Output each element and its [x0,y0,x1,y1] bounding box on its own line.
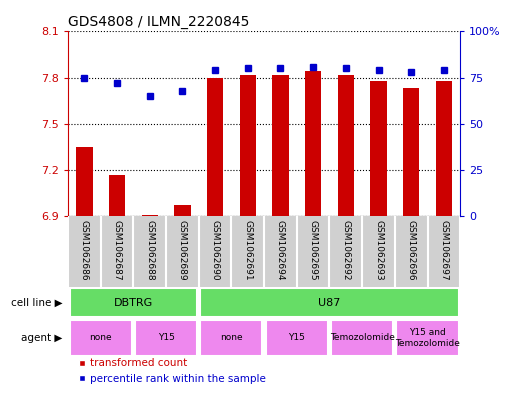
Text: GSM1062690: GSM1062690 [211,220,220,280]
Text: cell line ▶: cell line ▶ [11,298,63,308]
Bar [370,81,386,216]
Legend: transformed count, percentile rank within the sample: transformed count, percentile rank withi… [73,354,270,388]
Bar [109,174,125,216]
Text: GSM1062687: GSM1062687 [112,220,121,280]
Text: none: none [220,334,243,342]
Bar [272,75,289,216]
Bar [174,206,190,216]
Text: none: none [89,334,112,342]
Text: Temozolomide: Temozolomide [329,334,395,342]
Bar [207,77,223,216]
Text: Y15: Y15 [288,334,305,342]
Text: GSM1062696: GSM1062696 [407,220,416,280]
Bar [200,288,459,317]
Bar [70,288,197,317]
Text: GDS4808 / ILMN_2220845: GDS4808 / ILMN_2220845 [68,15,249,29]
Text: U87: U87 [319,298,340,308]
Bar [396,320,459,356]
Text: Y15 and
Temozolomide: Y15 and Temozolomide [395,328,460,348]
Text: GSM1062692: GSM1062692 [342,220,350,280]
Bar [142,215,158,216]
Text: GSM1062694: GSM1062694 [276,220,285,280]
Text: GSM1062688: GSM1062688 [145,220,154,280]
Bar [70,320,132,356]
Text: DBTRG: DBTRG [113,298,153,308]
Bar [135,320,197,356]
Text: GSM1062695: GSM1062695 [309,220,317,280]
Text: GSM1062689: GSM1062689 [178,220,187,280]
Bar [76,147,93,216]
Bar [240,75,256,216]
Bar [331,320,393,356]
Text: GSM1062697: GSM1062697 [439,220,448,280]
Bar [200,320,263,356]
Bar [266,320,328,356]
Text: GSM1062693: GSM1062693 [374,220,383,280]
Bar [305,72,321,216]
Bar [338,75,354,216]
Text: agent ▶: agent ▶ [21,333,63,343]
Text: GSM1062686: GSM1062686 [80,220,89,280]
Bar [403,88,419,216]
Text: Y15: Y15 [157,334,175,342]
Text: GSM1062691: GSM1062691 [243,220,252,280]
Bar [436,81,452,216]
